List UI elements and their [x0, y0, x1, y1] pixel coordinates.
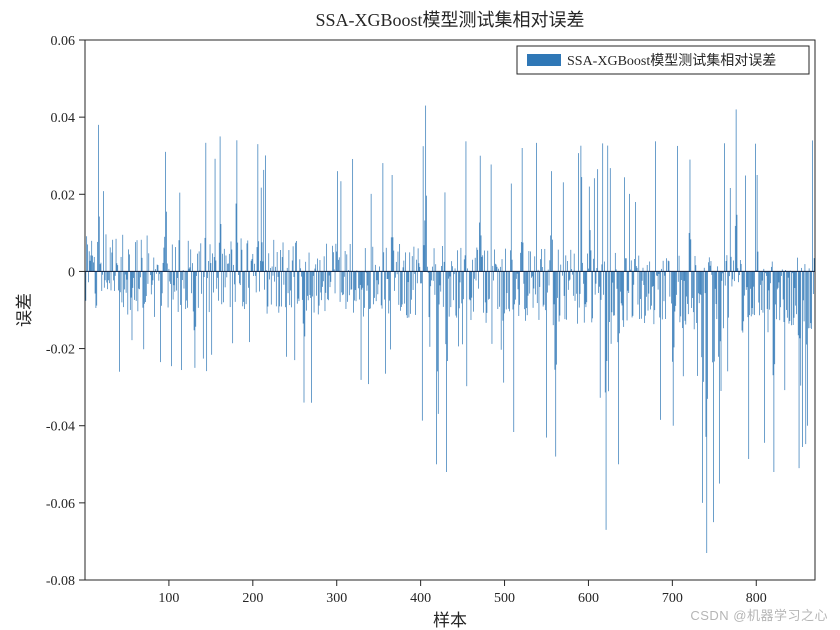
y-tick-label: -0.08 — [46, 574, 75, 589]
legend: SSA-XGBoost模型测试集相对误差 — [517, 46, 809, 74]
y-tick-label: -0.02 — [46, 343, 75, 358]
x-tick-label: 800 — [746, 591, 767, 606]
y-tick-label: 0 — [68, 265, 75, 280]
plot-bg — [85, 40, 815, 580]
x-tick-label: 100 — [158, 591, 179, 606]
y-tick-label: -0.04 — [46, 420, 75, 435]
x-tick-label: 500 — [494, 591, 515, 606]
error-bar-chart: 100 200 300 400 500 600 700 800 -0.08 -0.06 -0.04 -… — [0, 0, 840, 630]
x-tick-label: 600 — [578, 591, 599, 606]
y-axis-label: 误差 — [15, 293, 34, 327]
y-tick-label: -0.06 — [46, 497, 75, 512]
y-tick-label: 0.04 — [51, 111, 76, 126]
y-tick-label: 0.06 — [51, 34, 76, 49]
chart-title: SSA-XGBoost模型测试集相对误差 — [315, 10, 584, 30]
x-tick-label: 200 — [242, 591, 263, 606]
x-tick-label: 700 — [662, 591, 683, 606]
legend-swatch — [527, 54, 561, 66]
x-tick-label: 300 — [326, 591, 347, 606]
y-tick-label: 0.02 — [51, 188, 76, 203]
x-axis-label: 样本 — [433, 611, 467, 630]
x-tick-label: 400 — [410, 591, 431, 606]
chart-container: 100 200 300 400 500 600 700 800 -0.08 -0.06 -0.04 -… — [0, 0, 840, 630]
legend-label: SSA-XGBoost模型测试集相对误差 — [567, 52, 776, 69]
